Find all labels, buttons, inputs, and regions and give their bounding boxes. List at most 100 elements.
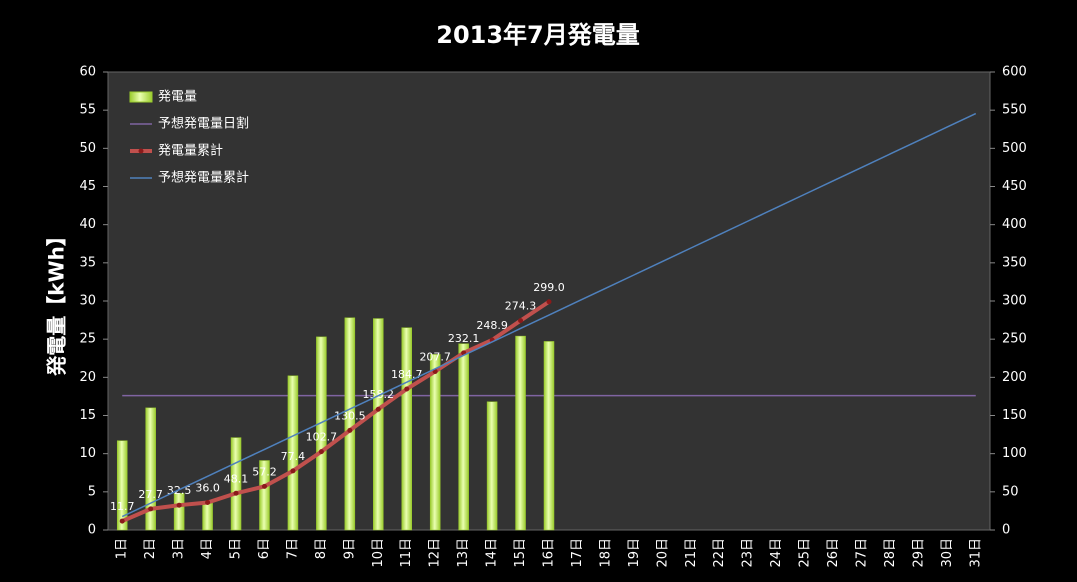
x-tick-label: 19日 [627, 538, 642, 568]
y-tick-label: 60 [79, 65, 96, 80]
y2-tick-label: 400 [1002, 217, 1027, 232]
bar [429, 354, 441, 531]
legend-label: 発電量累計 [158, 143, 223, 159]
data-label: 248.9 [476, 319, 508, 332]
bar [145, 407, 156, 531]
legend-label: 予想発電量累計 [158, 170, 249, 186]
x-tick-label: 16日 [542, 538, 557, 568]
x-tick-label: 17日 [570, 538, 585, 568]
x-tick-label: 23日 [741, 538, 756, 568]
marker [233, 490, 239, 496]
x-tick-label: 1日 [115, 538, 130, 559]
legend-label: 予想発電量日割 [158, 116, 249, 132]
x-tick-label: 22日 [712, 538, 727, 568]
x-tick-label: 11日 [399, 538, 414, 568]
marker [518, 318, 524, 324]
x-tick-label: 4日 [200, 538, 215, 559]
marker [205, 500, 211, 506]
bar [515, 335, 526, 531]
y-tick-label: 50 [79, 141, 96, 156]
y-axis-label: 発電量【kWh】 [45, 226, 69, 377]
data-label: 207.7 [419, 350, 451, 363]
x-tick-label: 12日 [428, 538, 443, 568]
bar [401, 327, 412, 531]
x-tick-label: 10日 [371, 538, 386, 568]
y-tick-label: 40 [79, 217, 96, 232]
x-tick-label: 31日 [968, 538, 983, 568]
data-label: 57.2 [252, 465, 277, 478]
legend-marker [138, 148, 144, 154]
y-tick-label: 5 [88, 484, 96, 499]
marker [404, 386, 410, 392]
y2-tick-label: 50 [1002, 484, 1019, 499]
data-label: 77.4 [281, 450, 306, 463]
x-tick-label: 18日 [598, 538, 613, 568]
x-tick-label: 30日 [940, 538, 955, 568]
y-tick-label: 25 [79, 332, 96, 347]
data-label: 274.3 [505, 300, 537, 313]
bar [202, 503, 213, 531]
bar [543, 341, 555, 531]
bar [116, 440, 128, 531]
x-tick-label: 28日 [883, 538, 898, 568]
y2-tick-label: 250 [1002, 332, 1027, 347]
data-label: 184.7 [391, 368, 423, 381]
y-tick-label: 0 [88, 523, 96, 538]
data-label: 36.0 [195, 482, 220, 495]
marker [290, 468, 296, 474]
y2-tick-label: 100 [1002, 446, 1027, 461]
bar [458, 343, 469, 531]
y2-tick-label: 500 [1002, 141, 1027, 156]
marker [432, 368, 438, 374]
y-tick-label: 30 [79, 294, 96, 309]
x-tick-label: 6日 [257, 538, 272, 559]
chart-title: 2013年7月発電量 [436, 21, 640, 49]
x-tick-label: 21日 [684, 538, 699, 568]
x-tick-label: 5日 [229, 538, 244, 559]
data-label: 27.7 [138, 488, 163, 501]
y-tick-label: 35 [79, 255, 96, 270]
legend-label: 発電量 [158, 90, 197, 105]
y2-tick-label: 550 [1002, 103, 1027, 118]
x-tick-label: 15日 [513, 538, 528, 568]
data-label: 232.1 [448, 332, 480, 345]
x-tick-label: 25日 [798, 538, 813, 568]
x-tick-label: 14日 [485, 538, 500, 568]
bar [373, 318, 384, 531]
x-tick-label: 13日 [456, 538, 471, 568]
legend-swatch [129, 91, 153, 103]
marker [176, 502, 182, 508]
y2-tick-label: 200 [1002, 370, 1027, 385]
y-tick-label: 10 [79, 446, 96, 461]
data-label: 48.1 [224, 472, 249, 485]
data-label: 11.7 [110, 500, 135, 513]
marker [375, 406, 381, 412]
data-label: 102.7 [306, 431, 338, 444]
bar [287, 375, 299, 531]
marker [148, 506, 154, 512]
data-label: 299.0 [533, 281, 565, 294]
y-tick-label: 15 [79, 408, 96, 423]
data-label: 130.5 [334, 409, 366, 422]
y-tick-label: 55 [79, 103, 96, 118]
bar [230, 437, 242, 531]
line [121, 112, 977, 518]
bar [344, 317, 356, 531]
y2-tick-label: 600 [1002, 65, 1027, 80]
bar [486, 401, 498, 531]
marker [546, 299, 552, 305]
y-tick-label: 20 [79, 370, 96, 385]
marker [318, 449, 324, 455]
line [121, 300, 551, 523]
x-tick-label: 24日 [769, 538, 784, 568]
y2-tick-label: 450 [1002, 179, 1027, 194]
y-tick-label: 45 [79, 179, 96, 194]
x-tick-label: 27日 [854, 538, 869, 568]
x-tick-label: 20日 [655, 538, 670, 568]
x-tick-label: 26日 [826, 538, 841, 568]
marker [347, 427, 353, 433]
y2-tick-label: 0 [1002, 523, 1010, 538]
y2-tick-label: 350 [1002, 255, 1027, 270]
x-tick-label: 2日 [143, 538, 158, 559]
